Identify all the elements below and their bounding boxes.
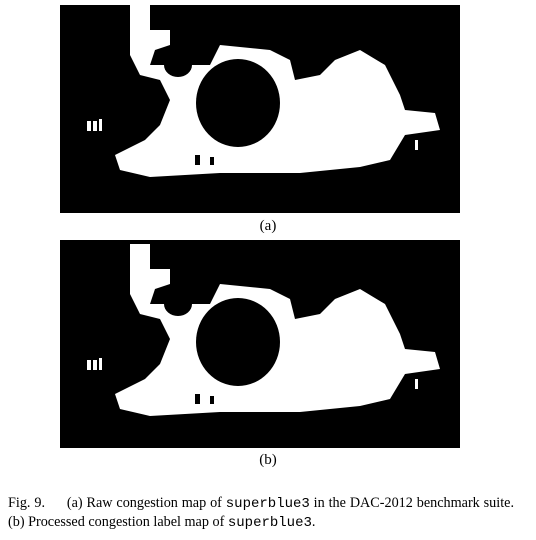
caption-code: superblue3: [227, 515, 312, 531]
congestion-map-processed: [60, 240, 460, 448]
caption-code: superblue3: [225, 496, 310, 512]
caption-text: in the DAC-2012 benchmark suite. (b) Pro…: [8, 495, 515, 530]
caption: Fig. 9. (a) Raw congestion map of superb…: [8, 494, 514, 532]
panel-label: (a): [259, 218, 277, 234]
caption-label: Fig. 9.: [8, 495, 45, 511]
congestion-map-raw: [60, 5, 460, 213]
caption-text: .: [311, 514, 316, 530]
caption-text: (a) Raw congestion map of: [66, 495, 226, 511]
panel-label: (b): [259, 452, 277, 468]
